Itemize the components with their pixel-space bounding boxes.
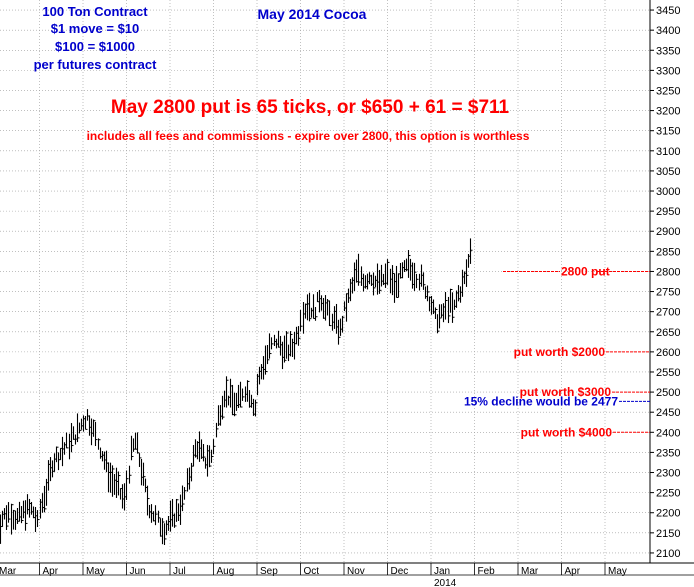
y-tick-label: 2550	[656, 367, 680, 379]
y-axis: 2100 2150 2200 2250 2300 2350 2400 2450 2500 2550…	[649, 0, 680, 563]
contract-notes: 100 Ton Contract $1 move = $10 $100 = $1…	[34, 4, 157, 72]
y-tick-label: 2450	[656, 407, 680, 419]
y-tick-label: 3200	[656, 106, 680, 118]
y-tick-label: 2650	[656, 327, 680, 339]
x-tick-label: Sep	[260, 566, 278, 577]
y-tick-label: 3050	[656, 166, 680, 178]
subheadline: includes all fees and commissions - expi…	[87, 129, 530, 143]
y-tick-label: 3400	[656, 25, 680, 37]
y-tick-label: 2950	[656, 206, 680, 218]
x-tick-label: Mar	[521, 566, 539, 577]
x-tick-label: Jan	[434, 566, 450, 577]
chart-grid	[0, 0, 650, 563]
x-tick-label: Jul	[173, 566, 186, 577]
y-tick-label: 2100	[656, 548, 680, 560]
y-tick-label: 2200	[656, 508, 680, 520]
y-tick-label: 3450	[656, 5, 680, 17]
y-tick-label: 2700	[656, 307, 680, 319]
contract-note: 100 Ton Contract	[42, 4, 148, 19]
y-tick-label: 3150	[656, 126, 680, 138]
reference-line-label: 15% decline would be 2477	[464, 394, 618, 408]
y-tick-label: 2750	[656, 287, 680, 299]
reference-line-label: 2800 put	[561, 264, 610, 278]
x-tick-label: Oct	[304, 566, 320, 577]
x-tick-label: Jun	[130, 566, 146, 577]
y-tick-label: 2500	[656, 387, 680, 399]
x-axis: Mar Apr May Jun Jul Aug Sep Oct Nov Dec Jan Feb Mar A…	[0, 562, 694, 587]
y-tick-label: 2900	[656, 226, 680, 238]
y-tick-label: 3250	[656, 85, 680, 97]
y-tick-label: 2350	[656, 447, 680, 459]
x-tick-label: Feb	[478, 566, 496, 577]
y-tick-label: 2250	[656, 488, 680, 500]
x-tick-label: May	[608, 566, 627, 577]
y-tick-label: 2800	[656, 266, 680, 278]
y-tick-label: 3300	[656, 65, 680, 77]
x-tick-label: Dec	[391, 566, 409, 577]
y-tick-label: 2400	[656, 427, 680, 439]
x-tick-label: Apr	[43, 566, 59, 577]
x-tick-label: Apr	[565, 566, 581, 577]
contract-note: $1 move = $10	[51, 21, 140, 36]
x-tick-label: Aug	[217, 566, 235, 577]
y-tick-label: 2150	[656, 528, 680, 540]
reference-line-label: put worth $4000	[521, 425, 613, 439]
x-year-label: 2014	[434, 578, 457, 587]
contract-note: per futures contract	[34, 57, 157, 72]
y-tick-label: 3000	[656, 186, 680, 198]
y-tick-label: 2850	[656, 246, 680, 258]
y-tick-label: 2600	[656, 347, 680, 359]
reference-line-label: put worth $2000	[514, 345, 606, 359]
x-tick-label: Mar	[0, 566, 17, 577]
x-tick-label: May	[86, 566, 105, 577]
y-tick-label: 3350	[656, 45, 680, 57]
chart-title: May 2014 Cocoa	[258, 6, 367, 22]
reference-line-label: put worth $3000	[520, 385, 612, 399]
x-tick-label: Nov	[347, 566, 365, 577]
reference-lines: 2800 put put worth $2000 put worth $300015…	[464, 264, 650, 439]
price-bars	[0, 238, 473, 545]
headline: May 2800 put is 65 ticks, or $650 + 61 =…	[111, 97, 510, 118]
y-tick-label: 2300	[656, 468, 680, 480]
y-tick-label: 3100	[656, 146, 680, 158]
contract-note: $100 = $1000	[55, 39, 135, 54]
